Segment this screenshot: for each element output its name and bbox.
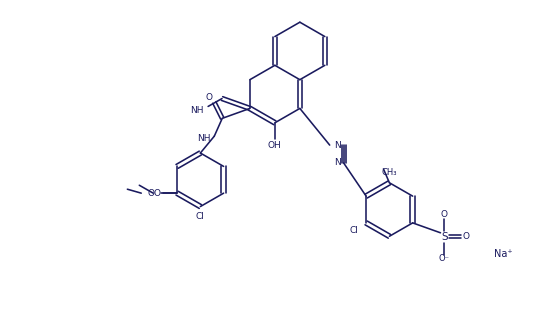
Text: O: O <box>463 232 470 241</box>
Text: O⁻: O⁻ <box>439 254 450 263</box>
Text: Na⁺: Na⁺ <box>495 249 513 259</box>
Text: O: O <box>441 211 448 219</box>
Text: NH: NH <box>191 106 204 115</box>
Text: O: O <box>148 189 155 198</box>
Text: S: S <box>441 232 448 242</box>
Text: OH: OH <box>268 141 282 150</box>
Text: O: O <box>154 189 161 198</box>
Text: Cl: Cl <box>196 212 205 221</box>
Text: CH₃: CH₃ <box>382 168 397 177</box>
Text: O: O <box>206 93 213 102</box>
Text: NH: NH <box>198 134 211 143</box>
Text: Cl: Cl <box>349 226 358 235</box>
Text: N: N <box>334 158 341 168</box>
Text: N: N <box>334 141 341 149</box>
